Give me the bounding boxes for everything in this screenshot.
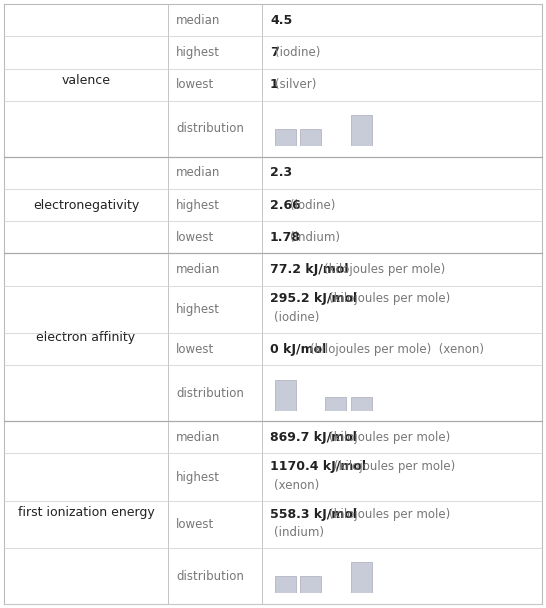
Text: 7: 7 (270, 46, 279, 59)
Text: (kilojoules per mole): (kilojoules per mole) (324, 263, 446, 276)
Text: (kilojoules per mole)  (xenon): (kilojoules per mole) (xenon) (310, 343, 484, 356)
Text: 1170.4 kJ/mol: 1170.4 kJ/mol (270, 460, 366, 473)
Text: 77.2 kJ/mol: 77.2 kJ/mol (270, 263, 348, 276)
Text: lowest: lowest (176, 231, 214, 244)
Bar (275, 129, 295, 146)
Text: electronegativity: electronegativity (33, 199, 139, 212)
Text: median: median (176, 431, 221, 444)
Text: 295.2 kJ/mol: 295.2 kJ/mol (270, 292, 357, 305)
Text: electron affinity: electron affinity (37, 331, 135, 344)
Text: first ionization energy: first ionization energy (17, 506, 155, 519)
Text: distribution: distribution (176, 122, 244, 135)
Text: (iodine): (iodine) (275, 46, 321, 59)
Bar (275, 576, 295, 593)
Text: (indium): (indium) (290, 231, 340, 244)
Text: 4.5: 4.5 (270, 13, 292, 27)
Text: (kilojoules per mole): (kilojoules per mole) (329, 292, 450, 305)
Text: highest: highest (176, 46, 220, 59)
Text: (kilojoules per mole): (kilojoules per mole) (334, 460, 455, 473)
Bar (351, 115, 372, 146)
Text: (iodine): (iodine) (290, 199, 335, 212)
Bar (300, 576, 321, 593)
Text: highest: highest (176, 471, 220, 483)
Text: (iodine): (iodine) (274, 311, 319, 325)
Text: (kilojoules per mole): (kilojoules per mole) (329, 508, 450, 520)
Bar (300, 129, 321, 146)
Text: lowest: lowest (176, 78, 214, 91)
Text: median: median (176, 167, 221, 179)
Text: (indium): (indium) (274, 527, 324, 539)
Text: lowest: lowest (176, 518, 214, 531)
Text: 869.7 kJ/mol: 869.7 kJ/mol (270, 431, 357, 444)
Text: (kilojoules per mole): (kilojoules per mole) (329, 431, 450, 444)
Bar (325, 396, 346, 410)
Text: distribution: distribution (176, 570, 244, 582)
Text: median: median (176, 13, 221, 27)
Text: 0 kJ/mol: 0 kJ/mol (270, 343, 327, 356)
Text: (xenon): (xenon) (274, 479, 319, 492)
Text: (silver): (silver) (275, 78, 316, 91)
Text: 558.3 kJ/mol: 558.3 kJ/mol (270, 508, 357, 520)
Text: 2.66: 2.66 (270, 199, 301, 212)
Text: median: median (176, 263, 221, 276)
Text: 1: 1 (270, 78, 279, 91)
Text: lowest: lowest (176, 343, 214, 356)
Bar (275, 379, 295, 410)
Text: highest: highest (176, 199, 220, 212)
Text: 2.3: 2.3 (270, 167, 292, 179)
Text: distribution: distribution (176, 387, 244, 399)
Text: 1.78: 1.78 (270, 231, 301, 244)
Bar (351, 396, 372, 410)
Text: valence: valence (62, 74, 110, 87)
Bar (351, 562, 372, 593)
Text: highest: highest (176, 303, 220, 316)
